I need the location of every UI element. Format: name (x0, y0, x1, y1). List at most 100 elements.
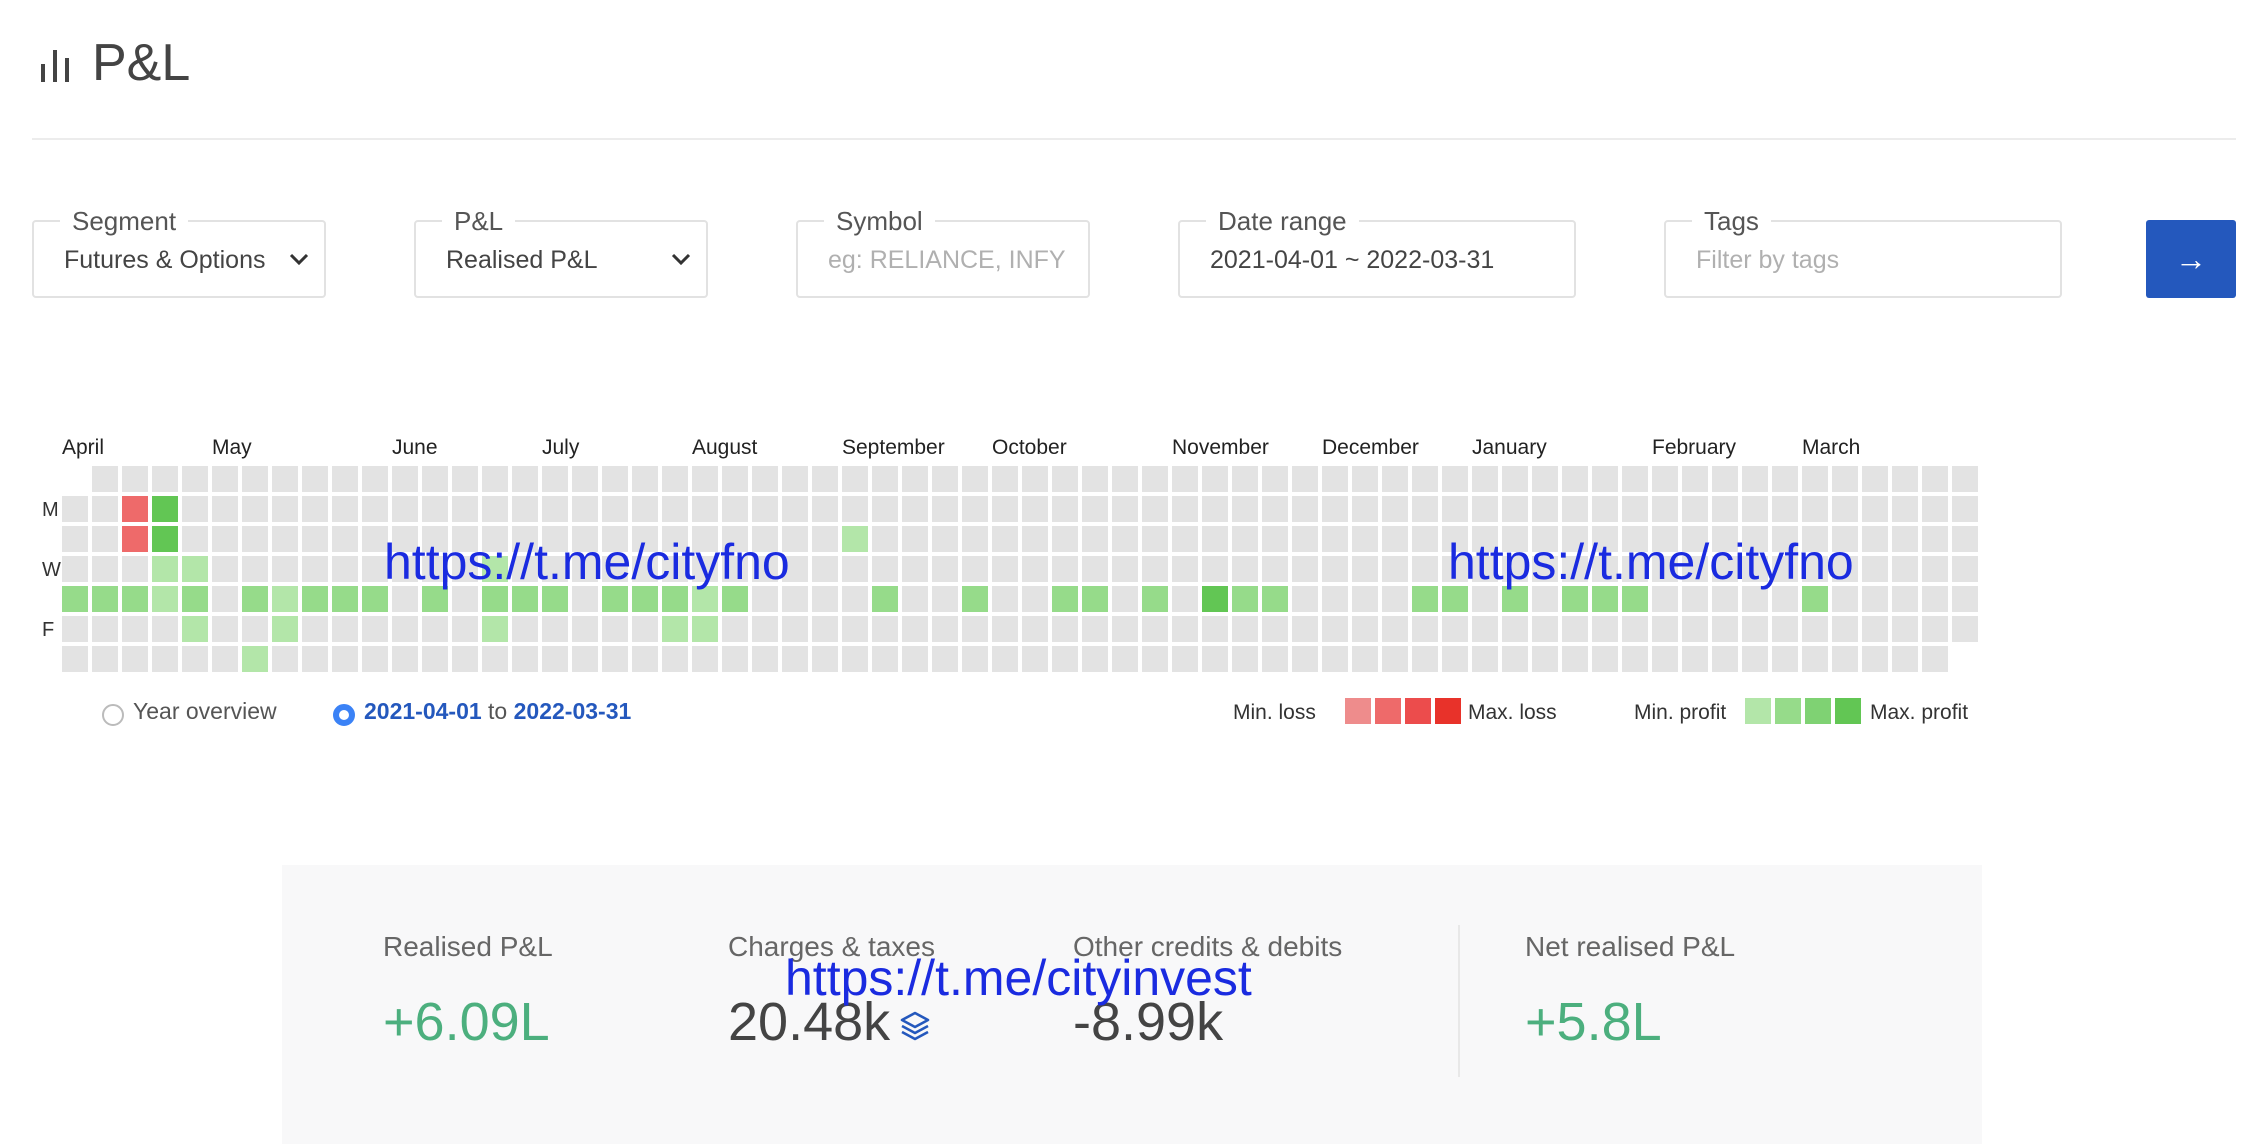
heatmap-day-cell[interactable] (332, 586, 358, 612)
heatmap-day-cell[interactable] (1892, 526, 1918, 552)
heatmap-day-cell[interactable] (392, 586, 418, 612)
heatmap-day-cell[interactable] (1592, 466, 1618, 492)
heatmap-day-cell[interactable] (422, 556, 448, 582)
heatmap-day-cell[interactable] (332, 526, 358, 552)
heatmap-day-cell[interactable] (1052, 586, 1078, 612)
heatmap-day-cell[interactable] (272, 496, 298, 522)
heatmap-day-cell[interactable] (1112, 616, 1138, 642)
heatmap-day-cell[interactable] (602, 496, 628, 522)
heatmap-day-cell[interactable] (272, 646, 298, 672)
heatmap-day-cell[interactable] (1382, 616, 1408, 642)
heatmap-day-cell[interactable] (1562, 646, 1588, 672)
heatmap-day-cell[interactable] (572, 646, 598, 672)
heatmap-day-cell[interactable] (362, 616, 388, 642)
heatmap-day-cell[interactable] (362, 466, 388, 492)
heatmap-day-cell[interactable] (752, 586, 778, 612)
heatmap-day-cell[interactable] (722, 586, 748, 612)
heatmap-day-cell[interactable] (212, 586, 238, 612)
heatmap-day-cell[interactable] (152, 496, 178, 522)
heatmap-day-cell[interactable] (692, 586, 718, 612)
heatmap-day-cell[interactable] (902, 496, 928, 522)
heatmap-day-cell[interactable] (1262, 496, 1288, 522)
heatmap-day-cell[interactable] (1412, 526, 1438, 552)
heatmap-day-cell[interactable] (1082, 556, 1108, 582)
heatmap-day-cell[interactable] (1532, 526, 1558, 552)
heatmap-day-cell[interactable] (152, 466, 178, 492)
heatmap-day-cell[interactable] (452, 556, 478, 582)
heatmap-day-cell[interactable] (932, 556, 958, 582)
heatmap-day-cell[interactable] (62, 616, 88, 642)
heatmap-day-cell[interactable] (1442, 466, 1468, 492)
heatmap-day-cell[interactable] (332, 616, 358, 642)
heatmap-day-cell[interactable] (1292, 496, 1318, 522)
heatmap-day-cell[interactable] (1832, 586, 1858, 612)
heatmap-day-cell[interactable] (1682, 496, 1708, 522)
heatmap-day-cell[interactable] (902, 556, 928, 582)
heatmap-day-cell[interactable] (782, 616, 808, 642)
heatmap-day-cell[interactable] (422, 496, 448, 522)
heatmap-day-cell[interactable] (1022, 526, 1048, 552)
heatmap-day-cell[interactable] (1202, 646, 1228, 672)
heatmap-day-cell[interactable] (632, 526, 658, 552)
heatmap-day-cell[interactable] (1802, 646, 1828, 672)
heatmap-day-cell[interactable] (1622, 496, 1648, 522)
heatmap-day-cell[interactable] (302, 586, 328, 612)
heatmap-day-cell[interactable] (572, 496, 598, 522)
heatmap-day-cell[interactable] (1862, 586, 1888, 612)
heatmap-day-cell[interactable] (332, 646, 358, 672)
heatmap-day-cell[interactable] (1772, 616, 1798, 642)
heatmap-day-cell[interactable] (182, 616, 208, 642)
heatmap-day-cell[interactable] (272, 466, 298, 492)
heatmap-day-cell[interactable] (1922, 556, 1948, 582)
heatmap-day-cell[interactable] (1022, 556, 1048, 582)
heatmap-day-cell[interactable] (1172, 526, 1198, 552)
heatmap-day-cell[interactable] (1772, 646, 1798, 672)
pnl-select[interactable]: P&L Realised P&L (414, 206, 708, 298)
heatmap-day-cell[interactable] (392, 526, 418, 552)
heatmap-day-cell[interactable] (242, 556, 268, 582)
heatmap-day-cell[interactable] (1262, 466, 1288, 492)
heatmap-day-cell[interactable] (1052, 466, 1078, 492)
heatmap-day-cell[interactable] (782, 466, 808, 492)
heatmap-day-cell[interactable] (1442, 526, 1468, 552)
heatmap-day-cell[interactable] (932, 496, 958, 522)
heatmap-day-cell[interactable] (992, 586, 1018, 612)
heatmap-day-cell[interactable] (302, 646, 328, 672)
heatmap-day-cell[interactable] (1772, 526, 1798, 552)
heatmap-day-cell[interactable] (1922, 616, 1948, 642)
heatmap-day-cell[interactable] (1502, 496, 1528, 522)
heatmap-day-cell[interactable] (1532, 616, 1558, 642)
heatmap-day-cell[interactable] (1082, 466, 1108, 492)
heatmap-day-cell[interactable] (572, 466, 598, 492)
heatmap-day-cell[interactable] (782, 586, 808, 612)
heatmap-day-cell[interactable] (1262, 526, 1288, 552)
heatmap-day-cell[interactable] (1202, 496, 1228, 522)
heatmap-day-cell[interactable] (1292, 526, 1318, 552)
heatmap-day-cell[interactable] (1862, 496, 1888, 522)
heatmap-day-cell[interactable] (1772, 496, 1798, 522)
heatmap-day-cell[interactable] (1562, 616, 1588, 642)
heatmap-day-cell[interactable] (602, 616, 628, 642)
heatmap-day-cell[interactable] (542, 556, 568, 582)
heatmap-day-cell[interactable] (812, 556, 838, 582)
heatmap-day-cell[interactable] (962, 466, 988, 492)
heatmap-day-cell[interactable] (962, 526, 988, 552)
heatmap-day-cell[interactable] (1742, 466, 1768, 492)
heatmap-day-cell[interactable] (1892, 556, 1918, 582)
heatmap-day-cell[interactable] (962, 586, 988, 612)
heatmap-day-cell[interactable] (362, 526, 388, 552)
heatmap-day-cell[interactable] (1802, 466, 1828, 492)
heatmap-day-cell[interactable] (512, 616, 538, 642)
heatmap-day-cell[interactable] (512, 556, 538, 582)
heatmap-day-cell[interactable] (1142, 646, 1168, 672)
heatmap-day-cell[interactable] (602, 586, 628, 612)
heatmap-day-cell[interactable] (482, 616, 508, 642)
heatmap-day-cell[interactable] (812, 586, 838, 612)
heatmap-day-cell[interactable] (1412, 496, 1438, 522)
heatmap-day-cell[interactable] (722, 556, 748, 582)
heatmap-day-cell[interactable] (542, 526, 568, 552)
heatmap-day-cell[interactable] (872, 586, 898, 612)
heatmap-day-cell[interactable] (932, 526, 958, 552)
heatmap-day-cell[interactable] (1922, 646, 1948, 672)
heatmap-day-cell[interactable] (1082, 646, 1108, 672)
